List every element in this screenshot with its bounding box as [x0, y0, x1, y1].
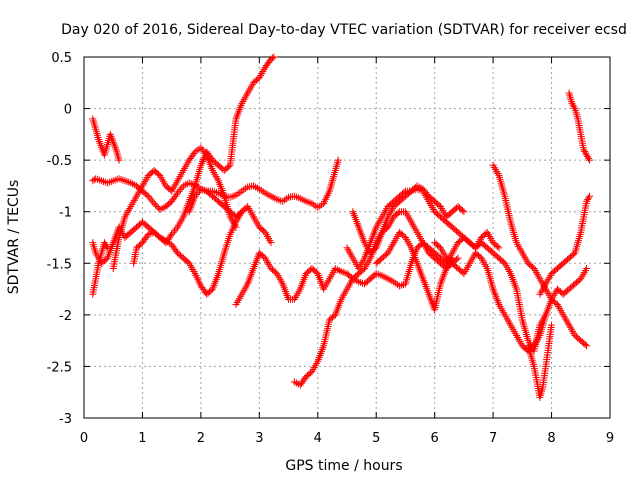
y-axis-label: SDTVAR / TECUs [6, 180, 22, 295]
data-point-marker [334, 156, 342, 164]
data-point-marker [191, 192, 199, 200]
x-tick-label: 4 [314, 431, 322, 446]
data-point-marker [394, 209, 402, 217]
x-axis-label: GPS time / hours [285, 458, 402, 474]
data-point-marker [152, 201, 160, 209]
y-tick-label: 0 [64, 103, 72, 118]
series-arc-1 [89, 115, 123, 164]
data-point-marker [174, 189, 182, 197]
data-point-marker [201, 149, 209, 157]
series-arc-4 [89, 239, 111, 298]
data-point-marker [172, 225, 180, 233]
data-point-marker [153, 203, 161, 211]
data-point-marker [194, 189, 202, 197]
y-tick-label: -1 [59, 206, 72, 221]
data-point-marker [453, 255, 461, 263]
data-point-marker [583, 264, 591, 272]
data-point-marker [267, 239, 275, 247]
data-point-marker [423, 190, 431, 198]
data-point-marker [495, 244, 503, 252]
series-arc-13 [431, 239, 591, 355]
data-point-marker [586, 192, 594, 200]
x-tick-label: 5 [372, 431, 380, 446]
data-point-marker [176, 186, 184, 194]
x-tick-label: 2 [197, 431, 205, 446]
data-point-marker [583, 342, 591, 350]
y-tick-label: -1.5 [47, 257, 72, 272]
x-tick-label: 1 [138, 431, 146, 446]
data-point-marker [460, 208, 468, 216]
data-point-marker [147, 196, 155, 204]
data-point-marker [190, 150, 198, 158]
data-point-marker [419, 185, 427, 193]
data-point-marker [103, 244, 111, 252]
data-point-marker [270, 53, 278, 61]
data-point-marker [150, 199, 158, 207]
x-tick-label: 3 [255, 431, 263, 446]
data-point-marker [581, 341, 589, 349]
data-point-marker [458, 206, 466, 214]
y-tick-label: -2 [59, 309, 72, 324]
data-point-marker [169, 229, 177, 237]
x-tick-labels: 0 1 2 3 4 5 6 7 8 9 [80, 431, 614, 446]
data-point-marker [493, 243, 501, 251]
series-arc-14 [489, 161, 591, 350]
data-point-marker [570, 103, 578, 111]
axis-ticks [83, 56, 611, 419]
y-tick-label: 0.5 [51, 51, 72, 66]
data-point-marker [175, 187, 183, 195]
data-point-marker [155, 204, 163, 212]
series-arc-16 [536, 192, 594, 298]
data-point-marker [144, 192, 152, 200]
y-tick-labels: 0.5 0 -0.5 -1 -1.5 -2 -2.5 -3 [47, 51, 72, 427]
series-arc-6 [130, 208, 246, 298]
data-points [89, 53, 594, 401]
data-point-marker [115, 156, 123, 164]
data-point-marker [586, 156, 594, 164]
data-point-marker [178, 184, 186, 192]
x-tick-label: 6 [431, 431, 439, 446]
series-arc-7 [185, 185, 275, 247]
y-tick-label: -0.5 [47, 154, 72, 169]
x-tick-label: 0 [80, 431, 88, 446]
data-point-marker [143, 191, 151, 199]
data-point-marker [146, 194, 154, 202]
series-arc-17 [565, 89, 594, 164]
grid-lines [84, 57, 610, 418]
data-point-marker [420, 187, 428, 195]
series-arc-8 [232, 239, 462, 309]
x-tick-label: 9 [606, 431, 614, 446]
data-point-marker [454, 254, 462, 262]
data-point-marker [225, 163, 233, 171]
data-point-marker [200, 147, 208, 155]
data-point-marker [585, 154, 593, 162]
data-point-marker [198, 146, 206, 154]
series-arc-11 [349, 182, 468, 257]
chart-title: Day 020 of 2016, Sidereal Day-to-day VTE… [61, 22, 627, 38]
data-point-marker [149, 198, 157, 206]
x-tick-label: 8 [547, 431, 555, 446]
data-point-marker [548, 321, 556, 329]
data-point-marker [193, 190, 201, 198]
y-tick-label: -2.5 [47, 360, 72, 375]
data-point-marker [197, 144, 205, 152]
data-point-marker [102, 242, 110, 250]
y-tick-label: -3 [59, 412, 72, 427]
data-point-marker [168, 230, 176, 238]
data-point-marker [268, 54, 276, 62]
data-point-marker [422, 189, 430, 197]
x-tick-label: 7 [489, 431, 497, 446]
data-point-marker [585, 194, 593, 202]
data-point-marker [171, 227, 179, 235]
series-arc-15 [524, 321, 556, 401]
plot-frame [83, 56, 611, 419]
